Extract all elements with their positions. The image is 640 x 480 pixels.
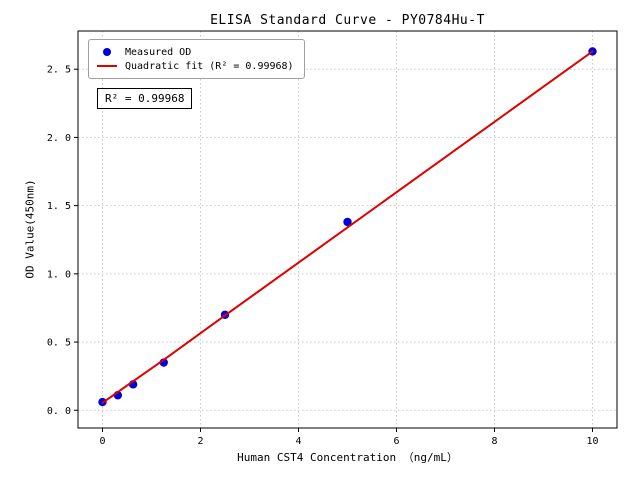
legend-label-measured-od: Measured OD bbox=[125, 46, 192, 58]
scatter-marker-icon bbox=[103, 48, 111, 56]
legend-item-quadratic-fit: Quadratic fit (R² = 0.99968) bbox=[97, 59, 294, 73]
y-tick-label: 1. 5 bbox=[47, 201, 71, 212]
y-tick-label: 0. 0 bbox=[47, 406, 71, 417]
x-tick-label: 2 bbox=[197, 436, 203, 447]
legend-label-quadratic-fit: Quadratic fit (R² = 0.99968) bbox=[125, 60, 294, 72]
y-tick-label: 0. 5 bbox=[47, 338, 71, 349]
x-axis-label: Human CST4 Concentration （ng/mL） bbox=[237, 451, 458, 464]
fit-line bbox=[101, 50, 594, 404]
y-axis-label: OD Value(450nm) bbox=[23, 179, 37, 279]
x-tick-label: 10 bbox=[586, 436, 598, 447]
legend-item-measured-od: Measured OD bbox=[97, 45, 294, 59]
x-tick-label: 4 bbox=[295, 436, 301, 447]
x-tick-label: 6 bbox=[393, 436, 399, 447]
data-point bbox=[343, 217, 352, 227]
r-squared-annotation: R² = 0.99968 bbox=[97, 88, 193, 109]
y-tick-label: 1. 0 bbox=[47, 269, 71, 280]
chart-title: ELISA Standard Curve - PY0784Hu-T bbox=[210, 13, 485, 28]
x-tick-label: 0 bbox=[99, 436, 105, 447]
plot-border bbox=[77, 30, 618, 429]
legend: Measured OD Quadratic fit (R² = 0.99968) bbox=[88, 39, 305, 79]
x-tick-label: 8 bbox=[491, 436, 497, 447]
line-marker-icon bbox=[97, 65, 117, 67]
y-tick-label: 2. 5 bbox=[47, 65, 71, 76]
y-tick-label: 2. 0 bbox=[47, 133, 71, 144]
